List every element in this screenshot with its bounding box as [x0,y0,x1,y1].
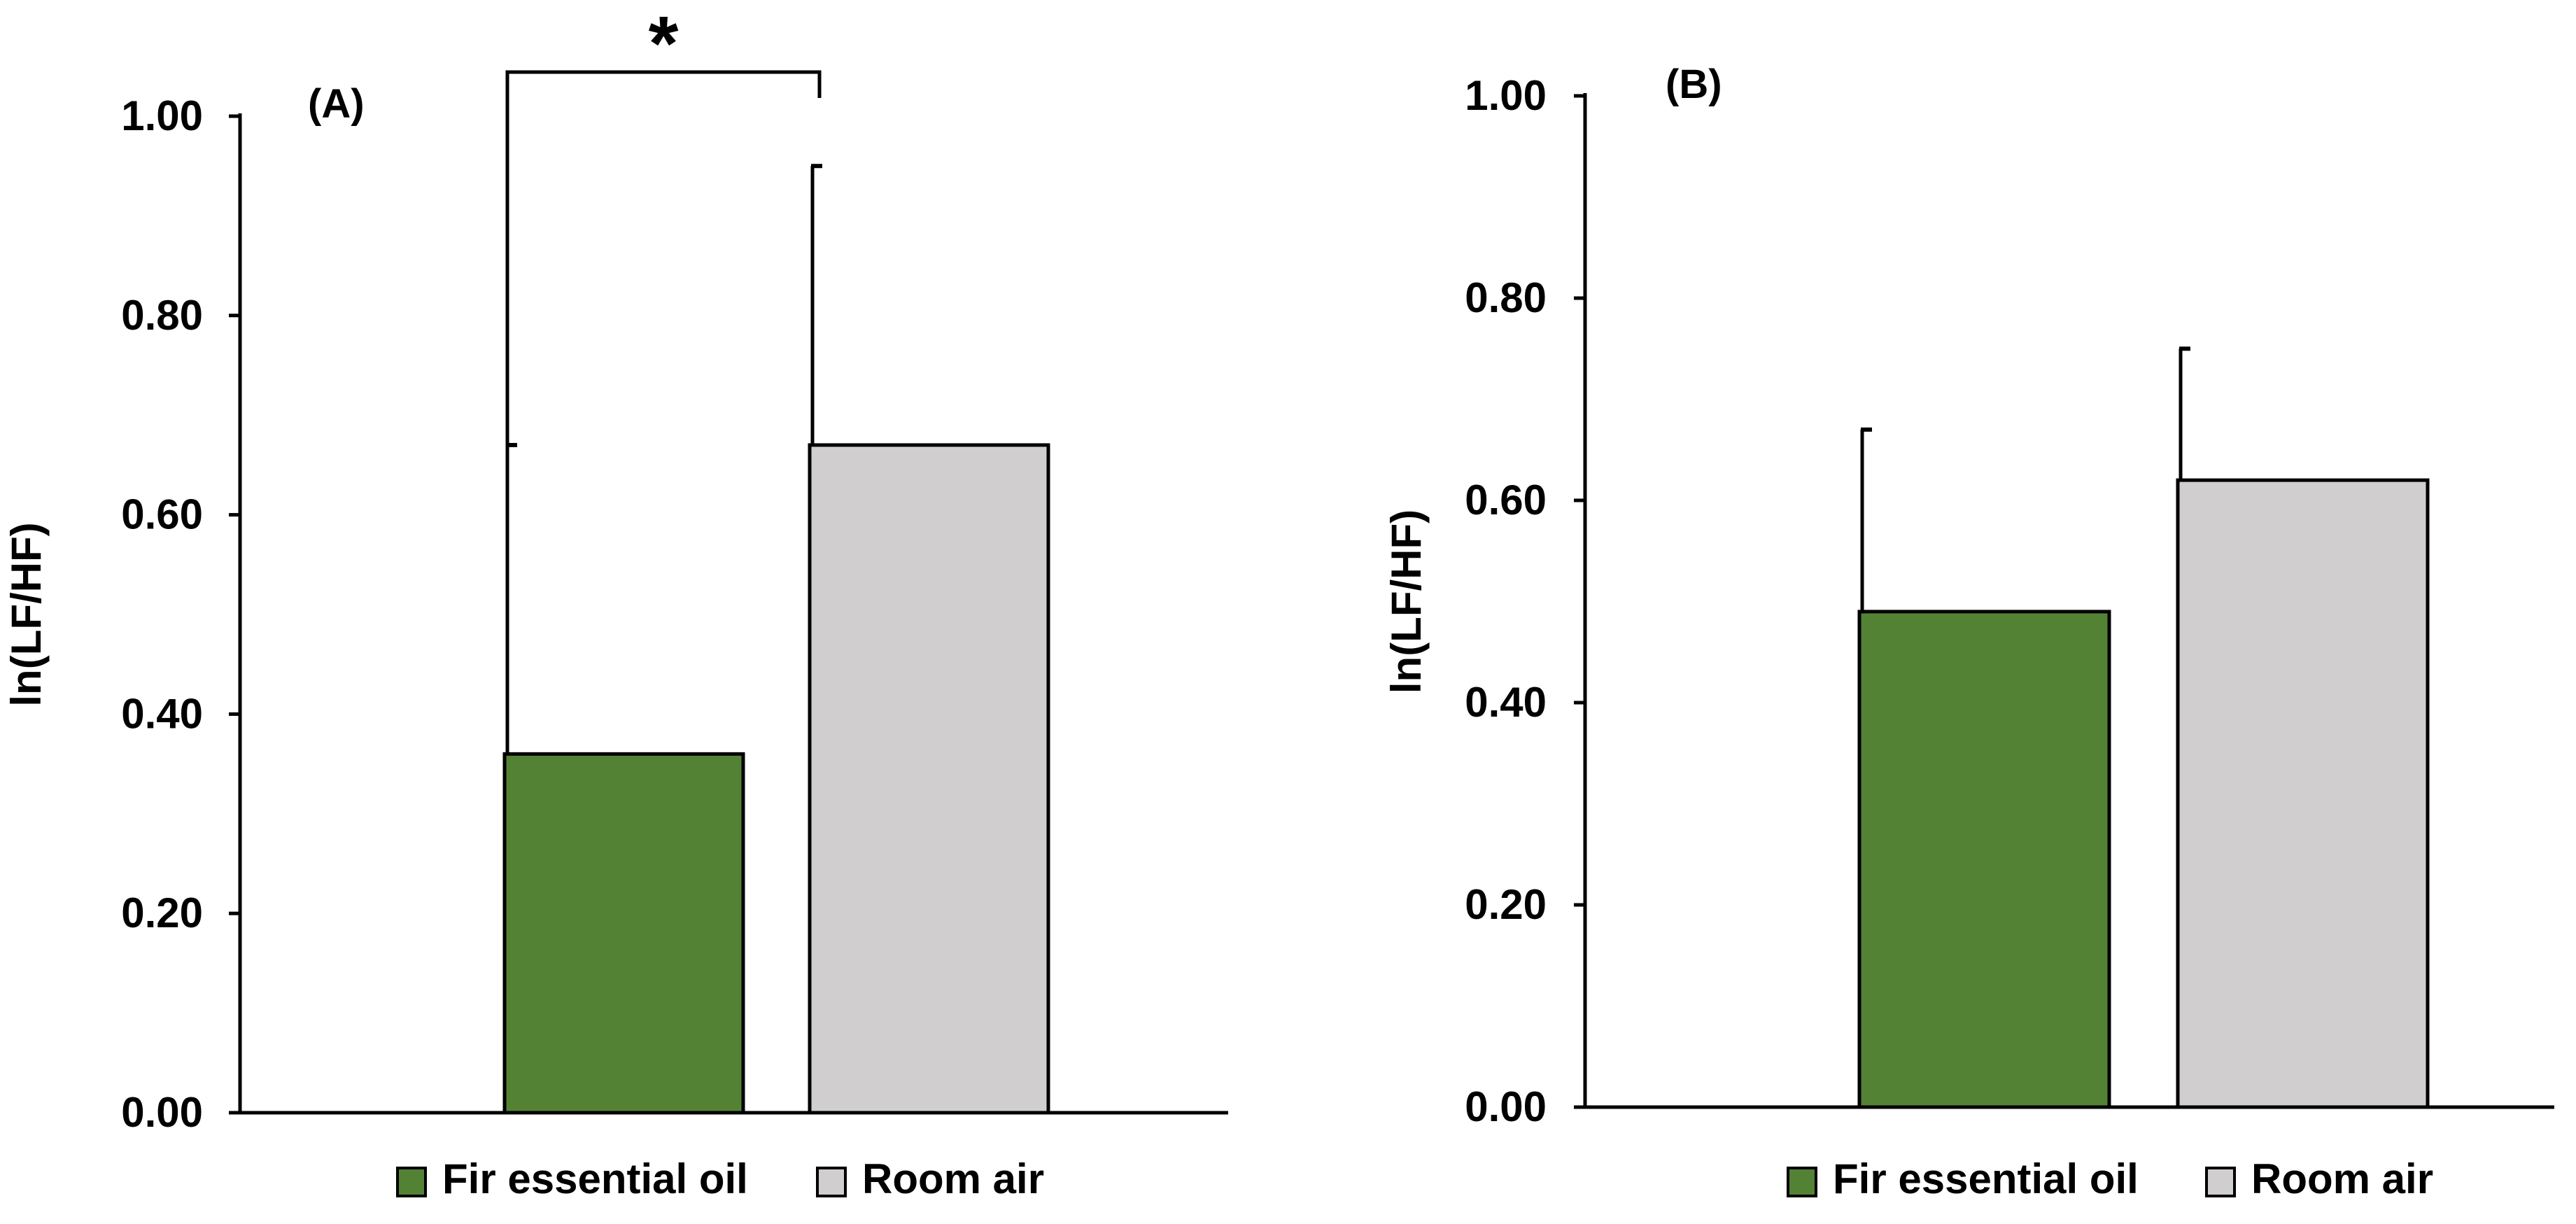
legend-label-fir-essential-oil: Fir essential oil [1833,1155,2139,1202]
legend-swatch-fir-essential-oil [396,1167,427,1197]
significance-marker: * [649,1,679,87]
bar-room-air [808,443,1050,1115]
chart-panel-b: 0.00 0.20 0.40 0.60 0.80 1.00 ln(LF/HF) (B) Fir … [1383,62,2554,1202]
y-tick-label: 0.80 [121,292,203,339]
y-tick-label: 0.40 [121,690,203,737]
bar-fir-essential-oil [502,752,745,1115]
y-axis-title: ln(LF/HF) [3,522,50,706]
y-tick-label: 0.00 [121,1089,203,1136]
legend-swatch-fir-essential-oil [1787,1167,1817,1197]
y-tick-label: 0.40 [1465,679,1547,726]
significance-bracket [505,70,822,542]
y-tick-label: 0.20 [121,889,203,936]
panel-label: (A) [308,81,365,127]
legend-swatch-room-air [2205,1167,2236,1197]
legend-label-room-air: Room air [862,1155,1044,1202]
panel-label: (B) [1666,62,1722,107]
y-tick-label: 0.80 [1465,274,1547,321]
bar-fir-essential-oil [1857,610,2111,1109]
y-tick-label: 0.00 [1465,1083,1547,1130]
legend-label-fir-essential-oil: Fir essential oil [442,1155,748,1202]
y-tick-label: 1.00 [1465,72,1547,119]
legend-label-room-air: Room air [2251,1155,2433,1202]
y-tick-label: 0.20 [1465,881,1547,928]
legend-swatch-room-air [816,1167,847,1197]
y-tick-label: 1.00 [121,92,203,139]
chart-panel-a: 0.00 0.20 0.40 0.60 0.80 1.00 ln(LF/HF) (A) * Fir… [3,1,1228,1202]
bar-room-air [2176,478,2430,1109]
y-tick-label: 0.60 [1465,477,1547,523]
y-axis-title: ln(LF/HF) [1383,509,1430,694]
y-tick-label: 0.60 [121,491,203,538]
